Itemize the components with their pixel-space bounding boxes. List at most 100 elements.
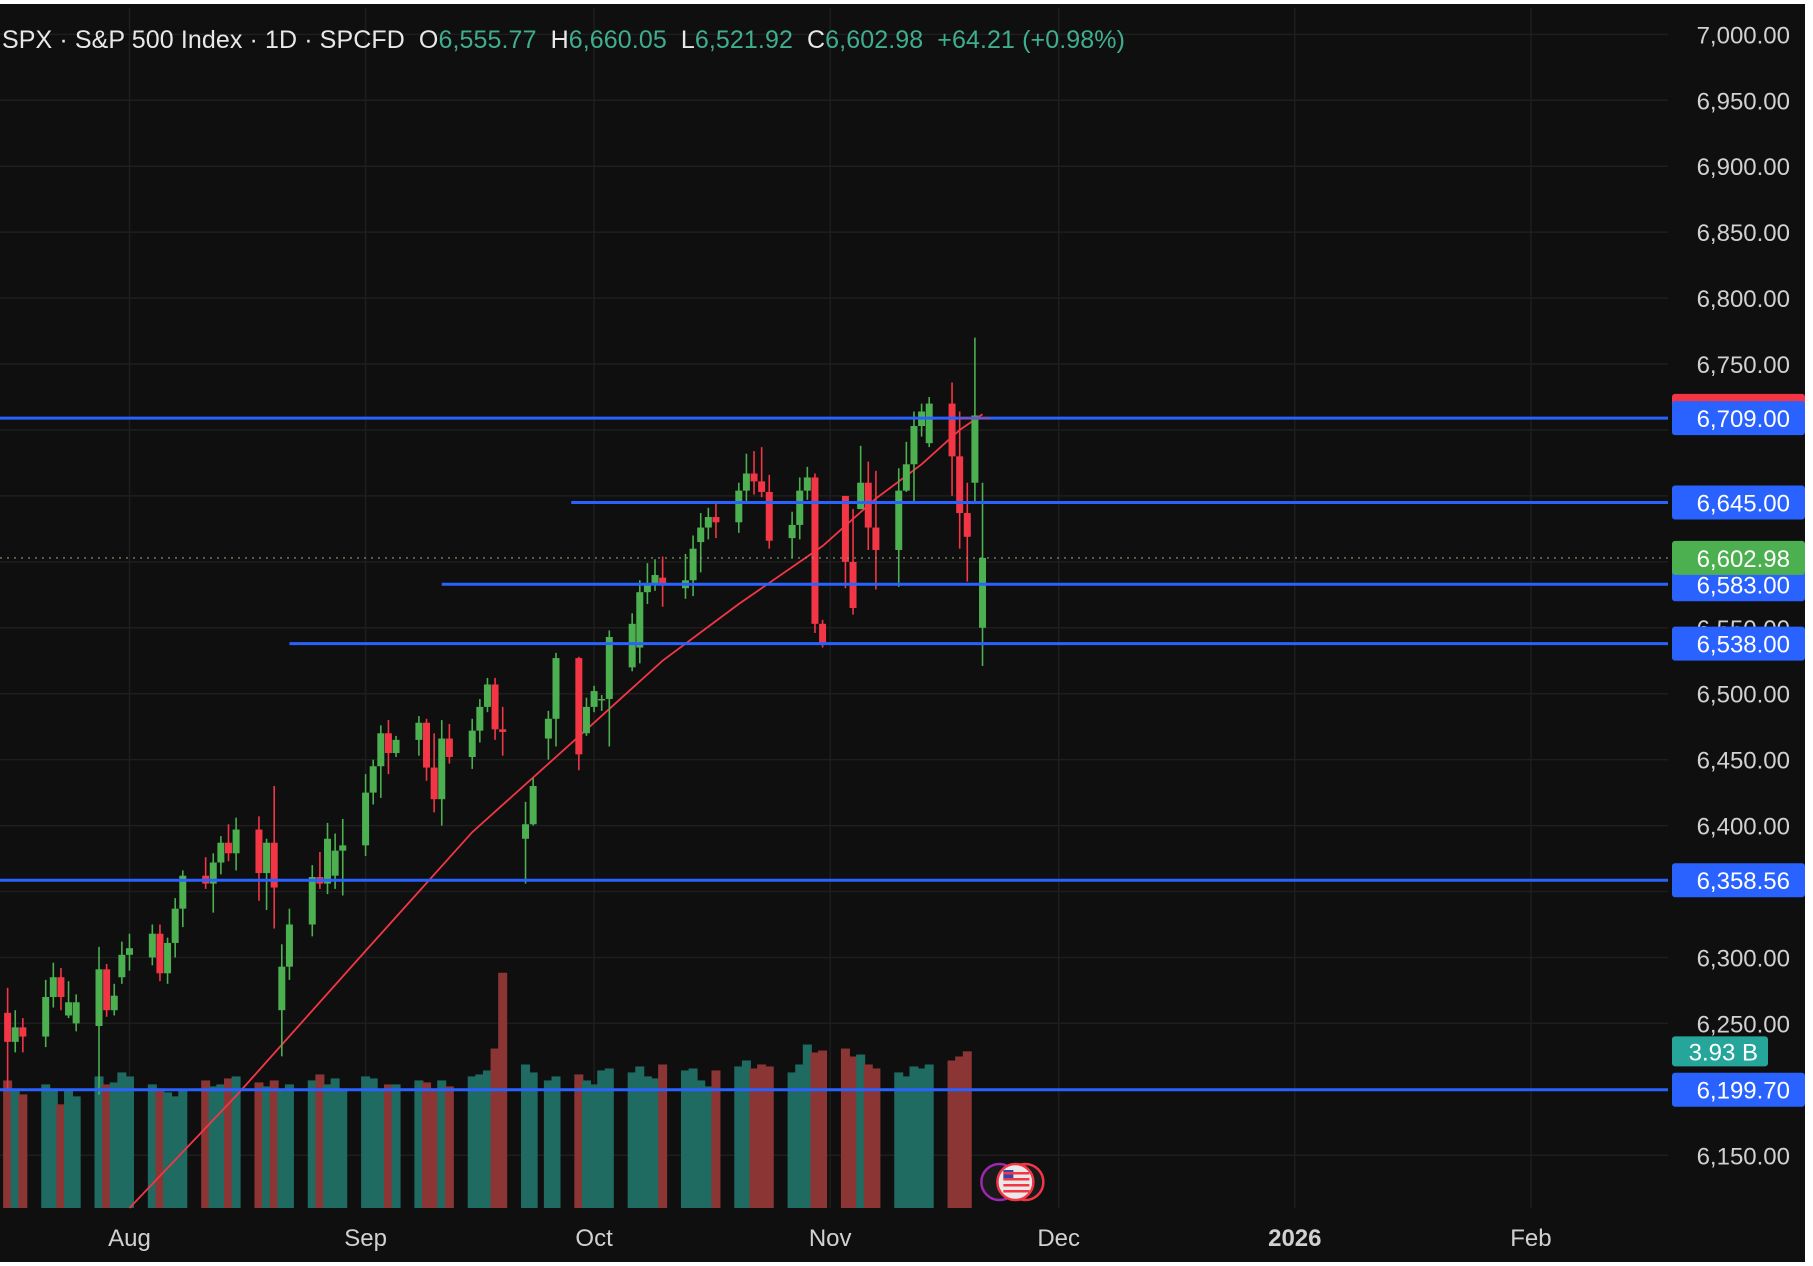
- candle-body[interactable]: [179, 875, 187, 909]
- candle-body[interactable]: [270, 842, 278, 888]
- candle-body[interactable]: [902, 464, 910, 491]
- candle-body[interactable]: [369, 766, 377, 793]
- volume-bar: [840, 1048, 850, 1208]
- candle-body[interactable]: [491, 684, 499, 730]
- candle-body[interactable]: [841, 495, 849, 562]
- volume-bar: [627, 1072, 637, 1208]
- candle-body[interactable]: [582, 706, 590, 734]
- candle-body[interactable]: [278, 966, 286, 1011]
- candle-body[interactable]: [423, 722, 431, 768]
- candle-body[interactable]: [148, 933, 156, 958]
- candle-body[interactable]: [636, 592, 644, 648]
- candle-body[interactable]: [392, 739, 400, 754]
- candle-body[interactable]: [872, 527, 880, 550]
- close-value: 6,602.98: [825, 25, 924, 54]
- candle-body[interactable]: [605, 637, 613, 699]
- candle-body[interactable]: [263, 842, 271, 874]
- candle-body[interactable]: [217, 842, 225, 863]
- candle-body[interactable]: [4, 1012, 12, 1042]
- candle-body[interactable]: [788, 524, 796, 539]
- candle-body[interactable]: [689, 548, 697, 581]
- candle-body[interactable]: [72, 1002, 80, 1024]
- candle-body[interactable]: [598, 698, 606, 701]
- candle-body[interactable]: [171, 908, 179, 943]
- candle-body[interactable]: [224, 842, 232, 854]
- candle-body[interactable]: [483, 684, 491, 707]
- candle-body[interactable]: [103, 969, 111, 1011]
- candle-body[interactable]: [430, 767, 438, 800]
- candle-body[interactable]: [110, 995, 118, 1011]
- level-price-tag-background: [1672, 863, 1805, 898]
- candle-body[interactable]: [285, 924, 293, 967]
- candle-body[interactable]: [308, 877, 316, 925]
- candle-body[interactable]: [971, 415, 979, 483]
- candle-body[interactable]: [765, 491, 773, 541]
- volume-bar: [947, 1060, 957, 1208]
- volume-bar: [48, 1088, 58, 1208]
- candle-body[interactable]: [963, 513, 971, 537]
- candle-body[interactable]: [956, 456, 964, 514]
- candle-body[interactable]: [232, 829, 240, 854]
- candle-body[interactable]: [659, 577, 667, 585]
- candle-body[interactable]: [57, 977, 65, 998]
- candle-body[interactable]: [651, 575, 659, 583]
- candle-body[interactable]: [811, 477, 819, 624]
- candle-body[interactable]: [445, 738, 453, 758]
- candle-body[interactable]: [476, 706, 484, 731]
- candle-body[interactable]: [704, 517, 712, 528]
- candle-body[interactable]: [590, 691, 598, 707]
- candle-body[interactable]: [643, 582, 651, 593]
- candle-body[interactable]: [803, 477, 811, 491]
- candle-body[interactable]: [575, 658, 583, 755]
- candle-body[interactable]: [895, 490, 903, 550]
- candle-body[interactable]: [362, 792, 370, 846]
- volume-bar: [604, 1068, 614, 1208]
- candle-body[interactable]: [377, 733, 385, 767]
- candle-body[interactable]: [156, 933, 164, 974]
- volume-bar: [962, 1051, 972, 1208]
- candle-body[interactable]: [42, 997, 50, 1037]
- volume-bar: [109, 1082, 119, 1208]
- candle-body[interactable]: [544, 718, 552, 739]
- level-price-tag: 6,358.56: [1697, 868, 1790, 895]
- candle-body[interactable]: [697, 527, 705, 543]
- candle-body[interactable]: [864, 482, 872, 528]
- candle-body[interactable]: [125, 948, 133, 955]
- candle-body[interactable]: [522, 824, 530, 839]
- candle-body[interactable]: [118, 954, 126, 978]
- candle-body[interactable]: [209, 862, 217, 884]
- candle-body[interactable]: [552, 658, 560, 719]
- candle-body[interactable]: [49, 977, 57, 998]
- candle-body[interactable]: [468, 730, 476, 758]
- candle-body[interactable]: [758, 481, 766, 492]
- candle-body[interactable]: [979, 557, 987, 628]
- candle-body[interactable]: [529, 786, 537, 825]
- candle-body[interactable]: [925, 403, 933, 444]
- candle-body[interactable]: [339, 845, 347, 851]
- candle-body[interactable]: [742, 473, 750, 491]
- candle-body[interactable]: [255, 829, 263, 874]
- candle-body[interactable]: [750, 473, 758, 482]
- candle-body[interactable]: [65, 1002, 73, 1016]
- candle-body[interactable]: [910, 426, 918, 465]
- us-flag-icon[interactable]: [996, 1162, 1035, 1202]
- candle-body[interactable]: [499, 729, 507, 732]
- candle-body[interactable]: [628, 623, 636, 668]
- candle-body[interactable]: [796, 490, 804, 525]
- candle-body[interactable]: [331, 850, 339, 876]
- candle-body[interactable]: [384, 733, 392, 754]
- candle-body[interactable]: [19, 1027, 27, 1037]
- candle-body[interactable]: [819, 623, 827, 644]
- candle-body[interactable]: [164, 942, 172, 974]
- candle-body[interactable]: [735, 490, 743, 523]
- candle-body[interactable]: [857, 482, 865, 510]
- volume-bar: [444, 1086, 454, 1208]
- candle-body[interactable]: [438, 738, 446, 800]
- candle-body[interactable]: [324, 838, 332, 884]
- candle-body[interactable]: [415, 722, 423, 740]
- candle-body[interactable]: [948, 403, 956, 457]
- candle-body[interactable]: [95, 969, 103, 1027]
- candle-body[interactable]: [11, 1027, 19, 1042]
- candle-body[interactable]: [712, 517, 720, 523]
